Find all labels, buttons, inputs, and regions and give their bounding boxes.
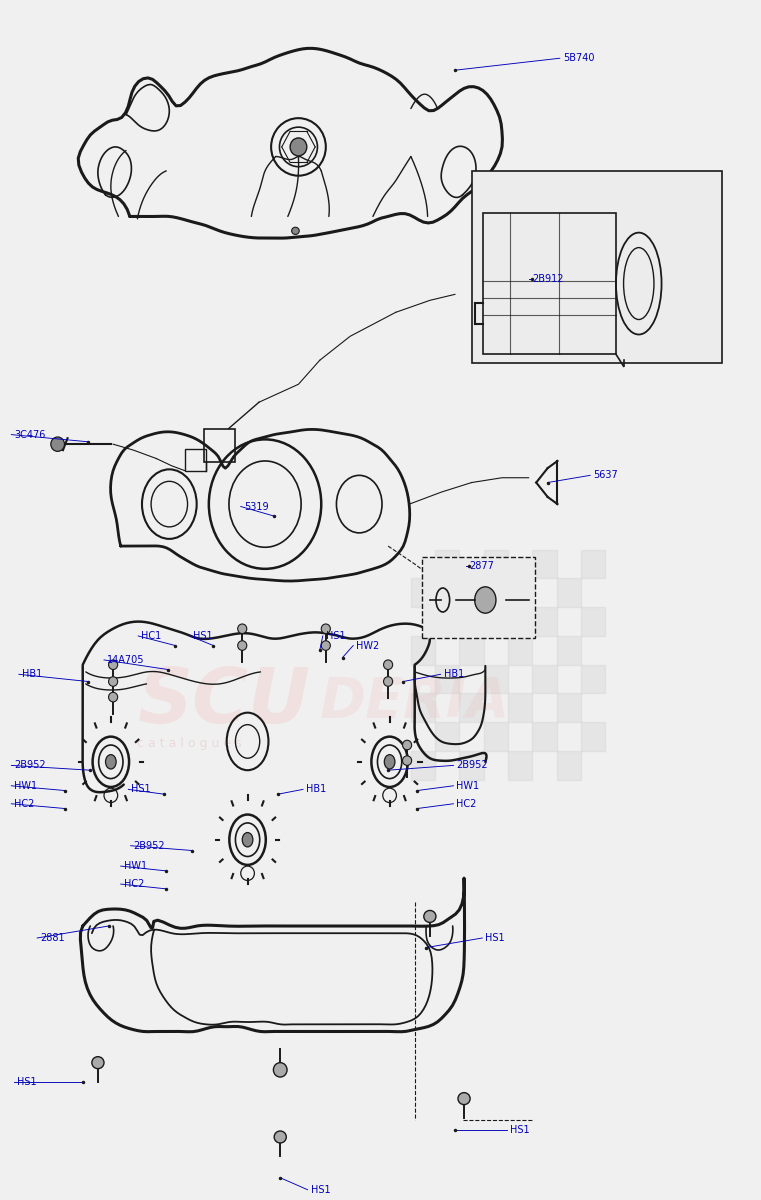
Ellipse shape xyxy=(384,755,395,769)
Bar xyxy=(484,722,508,751)
Bar xyxy=(483,212,616,354)
Bar xyxy=(557,694,581,722)
Text: c a t a l o g u e s: c a t a l o g u e s xyxy=(138,737,242,750)
Ellipse shape xyxy=(384,660,393,670)
Bar xyxy=(411,636,435,665)
Text: 3C476: 3C476 xyxy=(14,430,46,439)
Text: 2881: 2881 xyxy=(40,934,65,943)
Text: 2B952: 2B952 xyxy=(134,841,165,851)
Bar xyxy=(484,665,508,694)
Text: HS1: HS1 xyxy=(510,1124,529,1135)
Bar xyxy=(435,607,460,636)
Text: HB1: HB1 xyxy=(22,670,42,679)
Bar xyxy=(533,607,557,636)
Bar xyxy=(411,578,435,607)
Bar xyxy=(508,694,533,722)
Ellipse shape xyxy=(291,227,299,234)
Text: HC2: HC2 xyxy=(124,880,144,889)
Bar xyxy=(204,428,234,462)
Bar xyxy=(184,449,205,470)
Ellipse shape xyxy=(458,1093,470,1105)
Text: HW2: HW2 xyxy=(356,641,380,650)
Bar xyxy=(508,578,533,607)
Ellipse shape xyxy=(237,624,247,634)
Bar xyxy=(411,751,435,780)
Text: HB1: HB1 xyxy=(306,785,326,794)
Bar xyxy=(557,751,581,780)
Ellipse shape xyxy=(475,587,496,613)
Ellipse shape xyxy=(109,677,118,686)
Bar xyxy=(460,636,484,665)
Text: HW1: HW1 xyxy=(14,781,37,791)
Bar xyxy=(557,578,581,607)
Bar xyxy=(484,607,508,636)
Bar xyxy=(435,550,460,578)
Text: 5319: 5319 xyxy=(244,502,269,511)
Text: HS1: HS1 xyxy=(326,631,345,641)
Text: HS1: HS1 xyxy=(193,631,212,641)
Ellipse shape xyxy=(237,641,247,650)
Ellipse shape xyxy=(403,756,412,766)
Bar xyxy=(411,694,435,722)
Text: 2877: 2877 xyxy=(470,562,494,571)
Ellipse shape xyxy=(242,833,253,847)
Ellipse shape xyxy=(109,660,118,670)
Bar xyxy=(581,607,605,636)
Bar xyxy=(472,170,722,362)
Ellipse shape xyxy=(92,1057,104,1069)
Text: 2B952: 2B952 xyxy=(14,761,46,770)
Text: HS1: HS1 xyxy=(486,934,505,943)
Ellipse shape xyxy=(274,1130,286,1142)
Bar xyxy=(533,665,557,694)
Bar xyxy=(508,636,533,665)
Ellipse shape xyxy=(51,437,65,451)
Text: HC2: HC2 xyxy=(14,799,35,809)
Ellipse shape xyxy=(403,740,412,750)
Bar xyxy=(581,550,605,578)
Bar xyxy=(460,751,484,780)
Bar xyxy=(581,722,605,751)
Ellipse shape xyxy=(384,677,393,686)
Text: 5B740: 5B740 xyxy=(563,53,594,64)
Ellipse shape xyxy=(424,911,436,923)
Text: DERIA: DERIA xyxy=(320,674,510,728)
Ellipse shape xyxy=(273,1063,287,1078)
Bar xyxy=(533,550,557,578)
Bar xyxy=(435,665,460,694)
Bar xyxy=(435,722,460,751)
Bar xyxy=(460,694,484,722)
Text: 14A705: 14A705 xyxy=(107,655,145,665)
Text: HC1: HC1 xyxy=(142,631,161,641)
Ellipse shape xyxy=(321,624,330,634)
Text: HS1: HS1 xyxy=(132,785,151,794)
Text: HS1: HS1 xyxy=(18,1076,37,1087)
Bar xyxy=(581,665,605,694)
Text: 2B952: 2B952 xyxy=(457,761,488,770)
Text: HC2: HC2 xyxy=(457,799,477,809)
Text: SCU: SCU xyxy=(138,665,310,739)
Bar xyxy=(460,578,484,607)
Ellipse shape xyxy=(321,641,330,650)
Text: HB1: HB1 xyxy=(444,670,463,679)
Text: 5637: 5637 xyxy=(593,470,618,480)
Bar xyxy=(508,751,533,780)
Text: HW1: HW1 xyxy=(457,781,479,791)
Bar xyxy=(557,636,581,665)
Text: HS1: HS1 xyxy=(310,1184,330,1195)
Bar xyxy=(484,550,508,578)
Text: HW1: HW1 xyxy=(124,862,147,871)
Ellipse shape xyxy=(106,755,116,769)
Ellipse shape xyxy=(290,138,307,156)
Bar xyxy=(533,722,557,751)
Ellipse shape xyxy=(109,692,118,702)
Bar xyxy=(422,557,535,638)
Text: 2B912: 2B912 xyxy=(533,274,564,283)
